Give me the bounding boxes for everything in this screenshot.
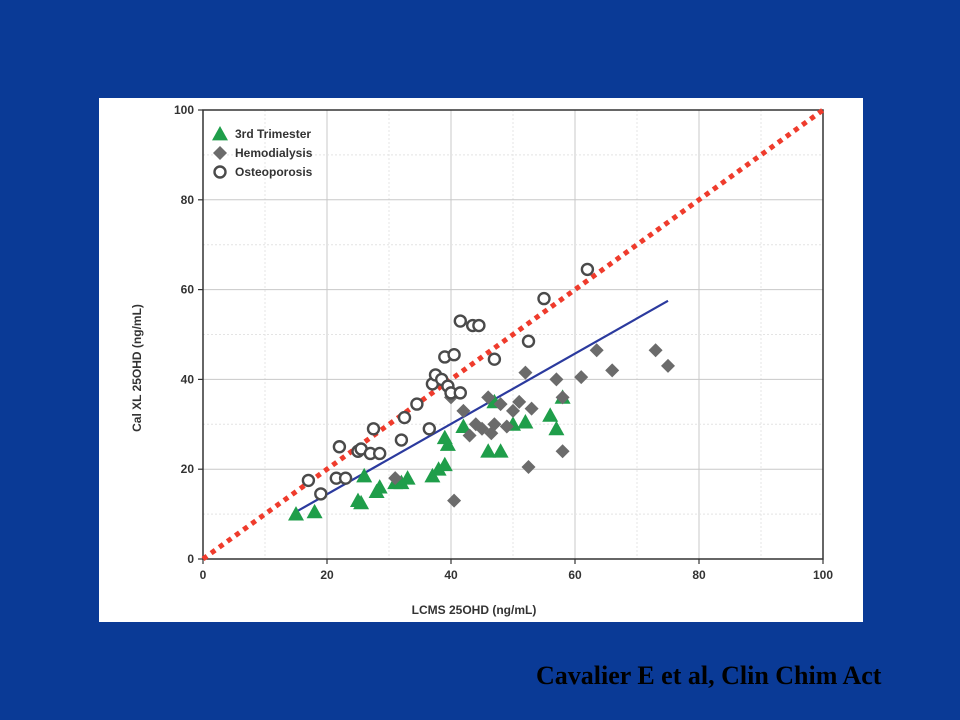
- hemodialysis-point: [493, 397, 508, 412]
- hemodialysis-point: [574, 370, 589, 385]
- hemodialysis-point: [549, 372, 564, 387]
- hemodialysis-point: [555, 444, 570, 459]
- hemodialysis-point: [521, 459, 536, 474]
- hemodialysis-point: [512, 394, 527, 409]
- legend-marker: [212, 126, 228, 141]
- y-tick-label: 80: [181, 193, 195, 207]
- hemodialysis-point: [481, 390, 496, 405]
- 3rd-trimester-point: [517, 414, 534, 429]
- osteoporosis-point: [537, 291, 551, 306]
- 3rd-trimester-point: [492, 443, 509, 458]
- osteoporosis-point: [447, 348, 461, 362]
- hemodialysis-point: [524, 401, 539, 416]
- osteoporosis-point: [314, 487, 328, 501]
- legend-label: Osteoporosis: [235, 165, 313, 179]
- hemodialysis-point: [555, 390, 570, 405]
- hemodialysis-point: [518, 365, 533, 380]
- x-tick-label: 60: [568, 568, 582, 582]
- identity-line: [201, 107, 825, 562]
- 3rd-trimester-point: [455, 418, 472, 433]
- 3rd-trimester-point: [306, 503, 323, 519]
- 3rd-trimester-point: [399, 470, 416, 485]
- 3rd-trimester-point: [542, 407, 559, 422]
- hemodialysis-point: [487, 417, 502, 432]
- y-axis-label: Cal XL 25OHD (ng/mL): [130, 304, 144, 432]
- legend-marker: [213, 165, 227, 179]
- y-tick-label: 0: [187, 552, 194, 566]
- osteoporosis-point: [301, 473, 316, 488]
- hemodialysis-point: [661, 358, 675, 373]
- osteoporosis-point: [373, 446, 387, 461]
- hemodialysis-point: [499, 419, 514, 434]
- osteoporosis-point: [487, 352, 502, 366]
- axes: [198, 109, 824, 564]
- osteoporosis-point: [453, 386, 467, 400]
- y-tick-label: 20: [181, 462, 195, 476]
- y-tick-label: 40: [181, 372, 195, 386]
- hemodialysis-point: [447, 493, 462, 508]
- x-tick-label: 80: [692, 568, 706, 582]
- osteoporosis-point: [332, 440, 347, 454]
- x-tick-label: 100: [813, 568, 833, 582]
- osteoporosis-point: [453, 314, 467, 328]
- osteoporosis-point: [338, 471, 353, 485]
- 3rd-trimester-point: [480, 443, 497, 458]
- plot-frame: [202, 109, 824, 560]
- legend-label: Hemodialysis: [235, 146, 313, 160]
- data-points: [288, 262, 675, 521]
- legend-label: 3rd Trimester: [235, 127, 311, 141]
- x-tick-label: 20: [320, 568, 334, 582]
- y-tick-label: 100: [174, 103, 194, 117]
- scatter-chart: 0 20 40 60 80 100 0 20 40 60 80 100 3rd Trimester He…: [130, 103, 833, 617]
- hemodialysis-point: [456, 403, 471, 418]
- reference-lines: [201, 107, 825, 562]
- osteoporosis-point: [472, 318, 486, 333]
- osteoporosis-point: [580, 262, 595, 277]
- osteoporosis-point: [397, 410, 412, 425]
- x-axis-label: LCMS 25OHD (ng/mL): [412, 603, 537, 617]
- legend-marker: [213, 146, 227, 160]
- chart-panel: 0 20 40 60 80 100 0 20 40 60 80 100 3rd Trimester He…: [99, 98, 863, 622]
- 3rd-trimester-point: [288, 506, 304, 521]
- osteoporosis-point: [422, 422, 436, 436]
- hemodialysis-point: [388, 471, 403, 486]
- 3rd-trimester-point: [439, 436, 456, 451]
- tick-labels: 0 20 40 60 80 100 0 20 40 60 80 100: [174, 103, 833, 582]
- hemodialysis-point: [462, 428, 477, 443]
- hemodialysis-point: [506, 403, 520, 418]
- legend: 3rd Trimester Hemodialysis Osteoporosis: [212, 126, 313, 179]
- hemodialysis-point: [589, 343, 604, 358]
- 3rd-trimester-point: [371, 479, 388, 494]
- x-tick-label: 0: [200, 568, 207, 582]
- 3rd-trimester-point: [436, 456, 453, 472]
- y-tick-label: 60: [181, 283, 195, 297]
- osteoporosis-point: [521, 334, 536, 348]
- regression-line: [295, 299, 669, 513]
- hemodialysis-point: [605, 363, 620, 378]
- 3rd-trimester-point: [548, 420, 565, 436]
- x-tick-label: 40: [444, 568, 458, 582]
- hemodialysis-point: [648, 343, 663, 358]
- osteoporosis-point: [410, 397, 424, 411]
- 3rd-trimester-point: [356, 467, 373, 483]
- citation-text: Cavalier E et al, Clin Chim Act: [536, 661, 882, 690]
- osteoporosis-point: [394, 433, 409, 447]
- osteoporosis-point: [366, 422, 381, 436]
- 3rd-trimester-point: [353, 494, 370, 510]
